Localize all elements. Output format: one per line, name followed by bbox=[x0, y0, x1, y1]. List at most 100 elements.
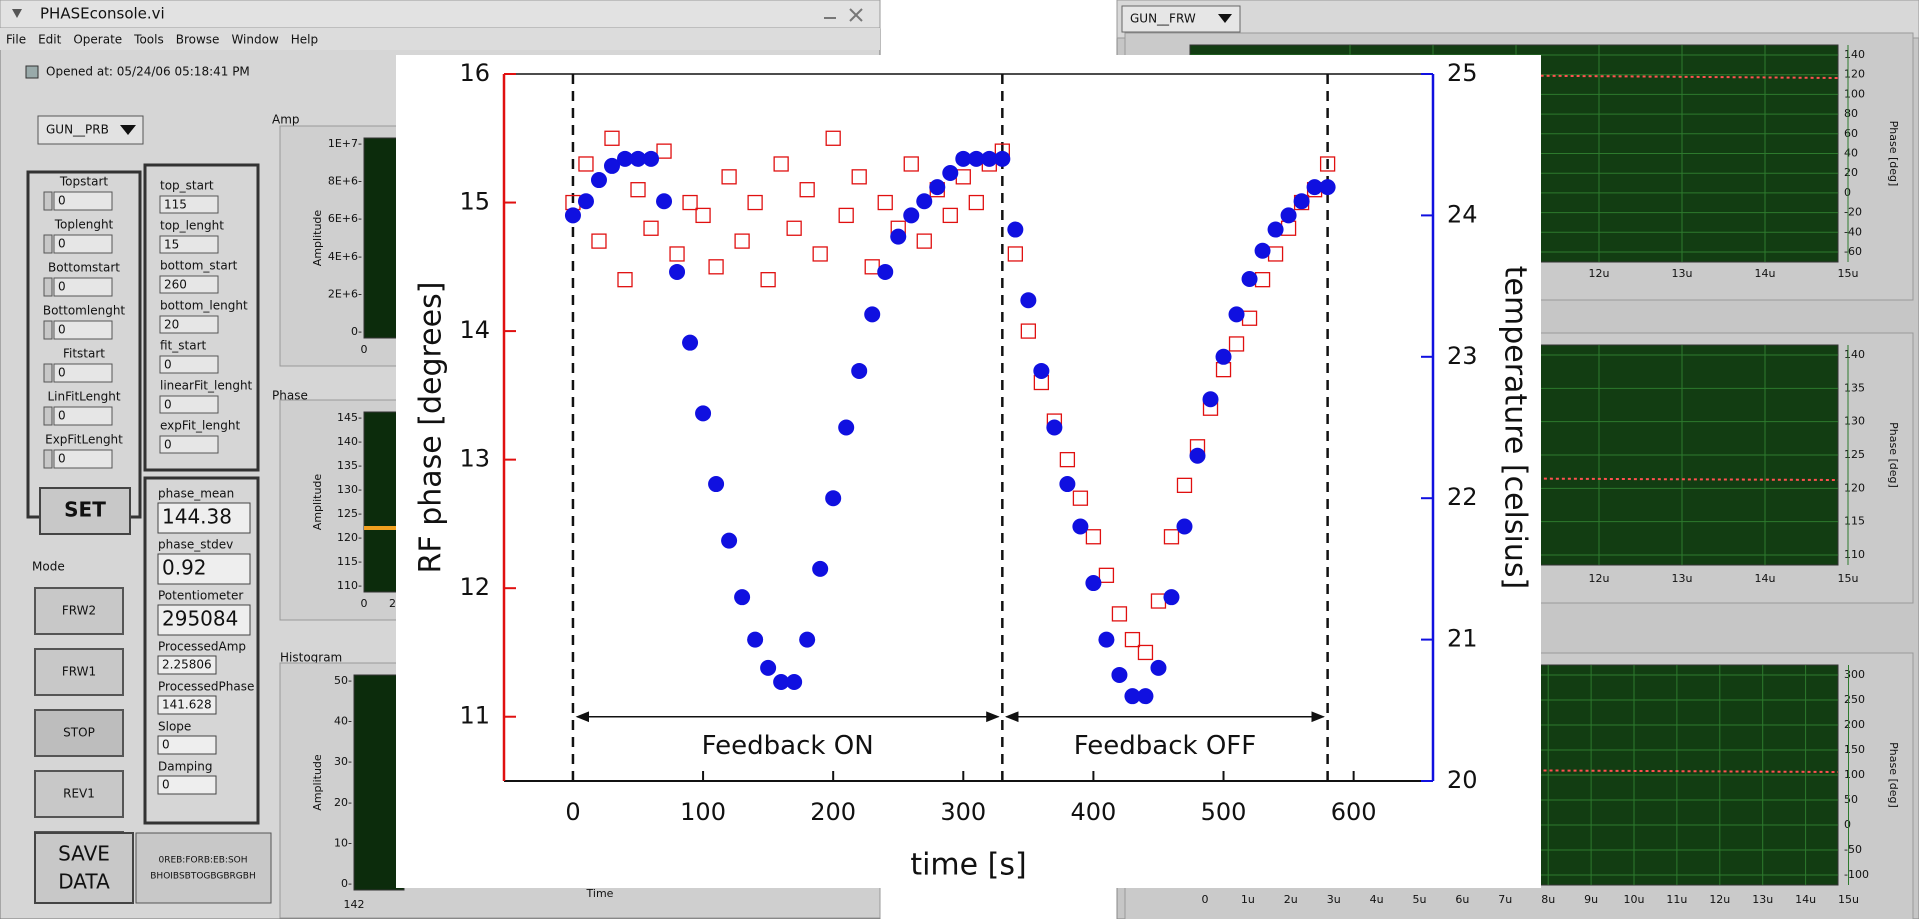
x-tick-label: 2u bbox=[1284, 893, 1298, 906]
x-tick-label: 10u bbox=[1624, 893, 1645, 906]
mode-button[interactable] bbox=[34, 648, 124, 696]
param-spinner[interactable] bbox=[43, 320, 53, 340]
data-point bbox=[1176, 477, 1193, 493]
param-input[interactable] bbox=[53, 320, 113, 340]
setting-field bbox=[159, 435, 219, 454]
axis-label: Phase [deg] bbox=[1887, 121, 1900, 187]
param-spinner[interactable] bbox=[43, 363, 53, 383]
data-point bbox=[1098, 567, 1115, 583]
param-input[interactable] bbox=[53, 363, 113, 383]
param-value: 0 bbox=[58, 280, 66, 294]
result-value: 0 bbox=[162, 738, 170, 752]
data-point bbox=[1124, 688, 1141, 705]
x-tick-label: 400 bbox=[1071, 798, 1117, 826]
param-input[interactable] bbox=[53, 449, 113, 469]
x-tick-label: 15u bbox=[1838, 893, 1859, 906]
menu-item[interactable]: Operate bbox=[73, 33, 122, 47]
param-input[interactable] bbox=[53, 234, 113, 254]
param-spinner[interactable] bbox=[43, 277, 53, 297]
x-tick-label: 11u bbox=[1666, 893, 1687, 906]
y-tick-label: 14 bbox=[459, 316, 490, 344]
selector-arrow bbox=[1218, 14, 1232, 23]
result-field bbox=[157, 604, 251, 636]
menu-item[interactable]: Help bbox=[291, 33, 318, 47]
data-point bbox=[682, 334, 699, 351]
data-point bbox=[564, 207, 581, 224]
x-tick-label: 12u bbox=[1589, 267, 1610, 280]
data-point bbox=[1280, 207, 1297, 224]
menu-item[interactable]: Browse bbox=[176, 33, 220, 47]
data-point bbox=[799, 182, 815, 198]
y-tick-label: 30- bbox=[334, 755, 352, 768]
set-label: SET bbox=[64, 498, 106, 522]
data-point bbox=[903, 156, 919, 172]
data-point bbox=[838, 207, 854, 224]
mode-button[interactable] bbox=[34, 770, 124, 818]
y-tick-label: 200 bbox=[1844, 718, 1865, 731]
param-label: LinFitLenght bbox=[47, 390, 120, 404]
param-spinner[interactable] bbox=[43, 449, 53, 469]
param-value: 0 bbox=[58, 409, 66, 423]
param-label: ExpFitLenght bbox=[45, 433, 123, 447]
save-label: SAVE bbox=[58, 842, 110, 866]
y-tick-label: 16 bbox=[459, 59, 490, 87]
x-tick-label: 9u bbox=[1584, 893, 1598, 906]
y2-tick-label: 25 bbox=[1447, 59, 1478, 87]
data-point bbox=[721, 169, 737, 185]
y-tick-label: 140- bbox=[337, 435, 362, 448]
menu-item[interactable]: File bbox=[6, 33, 26, 47]
close-button[interactable] bbox=[824, 8, 863, 22]
selector[interactable] bbox=[1121, 5, 1241, 33]
menu-item[interactable]: Window bbox=[231, 33, 279, 47]
data-point bbox=[591, 233, 607, 249]
param-input[interactable] bbox=[53, 191, 113, 211]
data-point bbox=[1228, 306, 1245, 323]
selector-label: GUN__FRW bbox=[1130, 12, 1196, 26]
y-tick-label: 250 bbox=[1844, 693, 1865, 706]
save-button[interactable] bbox=[34, 832, 134, 904]
data-point bbox=[695, 207, 711, 224]
x-tick-label: 13u bbox=[1672, 572, 1693, 585]
param-label: Bottomstart bbox=[48, 261, 120, 275]
setting-value: 0 bbox=[164, 438, 172, 452]
data-point bbox=[1189, 447, 1206, 464]
y-tick-label: 125- bbox=[337, 507, 362, 520]
setting-label: fit_start bbox=[160, 339, 207, 353]
mode-button[interactable] bbox=[34, 709, 124, 757]
result-field bbox=[157, 735, 217, 755]
y2-tick-label: 21 bbox=[1447, 625, 1478, 653]
data-point bbox=[656, 143, 672, 159]
setting-value: 20 bbox=[164, 318, 179, 332]
data-point bbox=[1319, 179, 1336, 196]
menu-item[interactable]: Tools bbox=[133, 33, 164, 47]
y-tick-label: 140 bbox=[1844, 48, 1865, 61]
set-button[interactable] bbox=[39, 487, 131, 535]
y-tick-label: 40 bbox=[1844, 147, 1858, 160]
data-point bbox=[682, 194, 698, 211]
param-input[interactable] bbox=[53, 406, 113, 426]
x-tick-label: 5u bbox=[1413, 893, 1427, 906]
x-tick-label: 500 bbox=[1201, 798, 1247, 826]
param-spinner[interactable] bbox=[43, 191, 53, 211]
data-point bbox=[812, 246, 828, 262]
mode-button[interactable] bbox=[34, 587, 124, 635]
param-input[interactable] bbox=[53, 277, 113, 297]
setting-value: 0 bbox=[164, 398, 172, 412]
result-field bbox=[157, 553, 251, 585]
data-point bbox=[617, 272, 633, 288]
x-tick-label: 15u bbox=[1838, 572, 1859, 585]
axis-label: Amplitude bbox=[311, 474, 324, 531]
mode-label: FRW1 bbox=[62, 665, 96, 679]
param-spinner[interactable] bbox=[43, 234, 53, 254]
data-point bbox=[708, 259, 724, 275]
param-label: Topstart bbox=[59, 175, 108, 189]
data-point bbox=[851, 169, 867, 185]
menu-item[interactable]: Edit bbox=[38, 33, 62, 47]
setting-value: 0 bbox=[164, 358, 172, 372]
param-spinner[interactable] bbox=[43, 406, 53, 426]
data-point bbox=[994, 150, 1011, 167]
settings-box bbox=[143, 163, 260, 472]
data-point bbox=[890, 228, 907, 245]
y-tick-label: 80 bbox=[1844, 107, 1858, 120]
